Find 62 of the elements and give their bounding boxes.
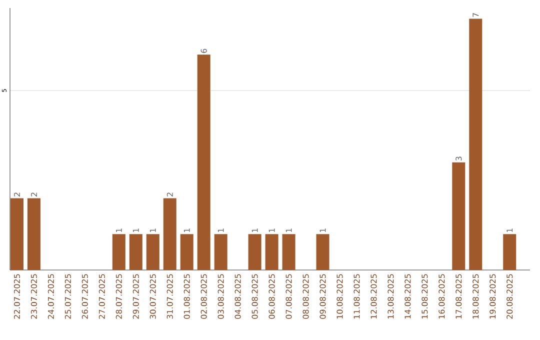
- x-tick-label: 28.07.2025: [116, 274, 122, 319]
- x-tick-label: 14.08.2025: [404, 274, 411, 318]
- x-tick-label: 23.07.2025: [30, 274, 37, 319]
- bar: [146, 234, 160, 270]
- bar: [214, 234, 228, 270]
- data-label: 6: [200, 48, 207, 53]
- x-tick-label: 24.07.2025: [48, 274, 54, 319]
- x-tick-label: 10.08.2025: [336, 274, 343, 318]
- data-label: 2: [14, 192, 20, 196]
- x-tick-label: 29.07.2025: [132, 274, 139, 319]
- x-tick-label: 31.07.2025: [166, 274, 173, 319]
- x-tick-label: 25.07.2025: [64, 274, 71, 319]
- data-label: 3: [456, 156, 462, 161]
- bar: [112, 234, 126, 270]
- data-label: 1: [116, 228, 122, 232]
- x-tick-label: 01.08.2025: [184, 274, 190, 319]
- x-tick-label: 16.08.2025: [438, 274, 445, 318]
- x-tick-label: 20.08.2025: [506, 274, 513, 319]
- bar: [248, 234, 262, 270]
- x-tick-label: 04.08.2025: [234, 274, 241, 319]
- data-label: 2: [166, 192, 173, 196]
- data-label: 1: [184, 228, 190, 232]
- data-label: 1: [132, 228, 139, 232]
- x-tick-label: 03.08.2025: [218, 274, 224, 319]
- data-label: 1: [150, 228, 156, 232]
- x-tick-label: 05.08.2025: [252, 274, 258, 319]
- x-tick-label: 17.08.2025: [456, 274, 462, 318]
- data-label: 2: [30, 192, 37, 196]
- data-label: 1: [218, 228, 224, 232]
- bar: [452, 162, 466, 270]
- x-tick-label: 13.08.2025: [388, 274, 394, 318]
- x-tick-label: 02.08.2025: [200, 274, 207, 319]
- bar: [316, 234, 330, 270]
- data-label: 7: [472, 13, 479, 17]
- x-tick-label: 11.08.2025: [354, 274, 360, 318]
- data-label: 1: [252, 228, 258, 232]
- x-tick-label: 12.08.2025: [370, 274, 377, 318]
- x-tick-label: 19.08.2025: [490, 274, 496, 318]
- bar: [163, 198, 176, 270]
- x-tick-label: 26.07.2025: [82, 274, 88, 319]
- x-tick-label: 09.08.2025: [320, 274, 326, 319]
- bar: [27, 198, 40, 270]
- bar: [503, 234, 516, 270]
- data-label: 1: [286, 228, 292, 232]
- data-label: 1: [320, 228, 326, 232]
- bar: [129, 234, 142, 270]
- x-tick-label: 30.07.2025: [150, 274, 156, 319]
- bar: [265, 234, 278, 270]
- x-tick-label: 08.08.2025: [302, 274, 309, 319]
- x-tick-label: 07.08.2025: [286, 274, 292, 319]
- x-tick-label: 27.07.2025: [98, 274, 105, 319]
- data-label: 1: [268, 228, 275, 232]
- x-tick-label: 22.07.2025: [14, 274, 20, 319]
- bar: [469, 18, 482, 270]
- bar: [180, 234, 194, 270]
- data-label: 1: [506, 228, 513, 232]
- bar: [10, 198, 24, 270]
- bar: [197, 54, 210, 270]
- x-tick-label: 06.08.2025: [268, 274, 275, 319]
- x-tick-label: 18.08.2025: [472, 274, 479, 318]
- x-tick-label: 15.08.2025: [422, 274, 428, 318]
- bar: [282, 234, 296, 270]
